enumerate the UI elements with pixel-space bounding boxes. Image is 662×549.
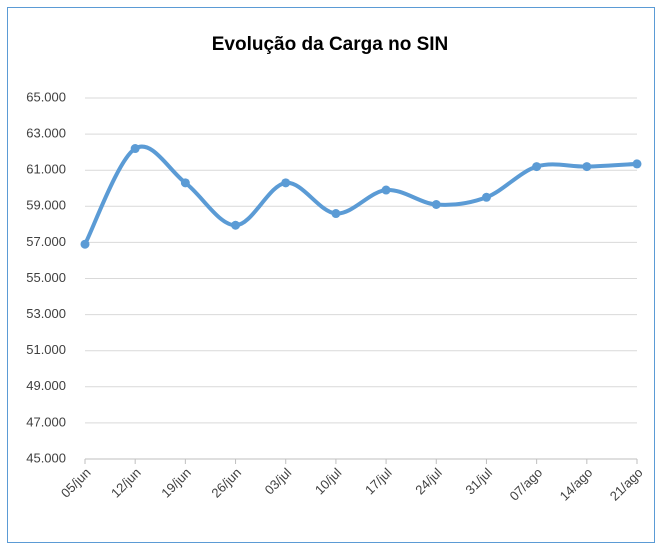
data-point (180, 178, 190, 188)
y-tick-label: 59.000 (26, 198, 66, 213)
data-point (231, 220, 241, 230)
y-tick-label: 45.000 (26, 450, 66, 465)
y-tick-label: 47.000 (26, 414, 66, 429)
chart-title: Evolução da Carga no SIN (212, 34, 449, 55)
data-point (632, 159, 642, 169)
data-point (381, 185, 391, 195)
y-tick-label: 65.000 (26, 89, 66, 104)
data-point (431, 199, 441, 209)
data-point (532, 162, 542, 172)
y-tick-label: 61.000 (26, 162, 66, 177)
chart-border (7, 7, 655, 543)
y-tick-label: 63.000 (26, 126, 66, 141)
y-tick-label: 53.000 (26, 306, 66, 321)
y-tick-label: 49.000 (26, 378, 66, 393)
data-point (80, 239, 90, 249)
data-point (481, 192, 491, 202)
y-tick-label: 57.000 (26, 234, 66, 249)
data-point (281, 178, 291, 188)
data-point (130, 144, 140, 154)
y-tick-label: 55.000 (26, 270, 66, 285)
data-point (331, 209, 341, 219)
y-tick-label: 51.000 (26, 342, 66, 357)
data-point (582, 162, 592, 172)
